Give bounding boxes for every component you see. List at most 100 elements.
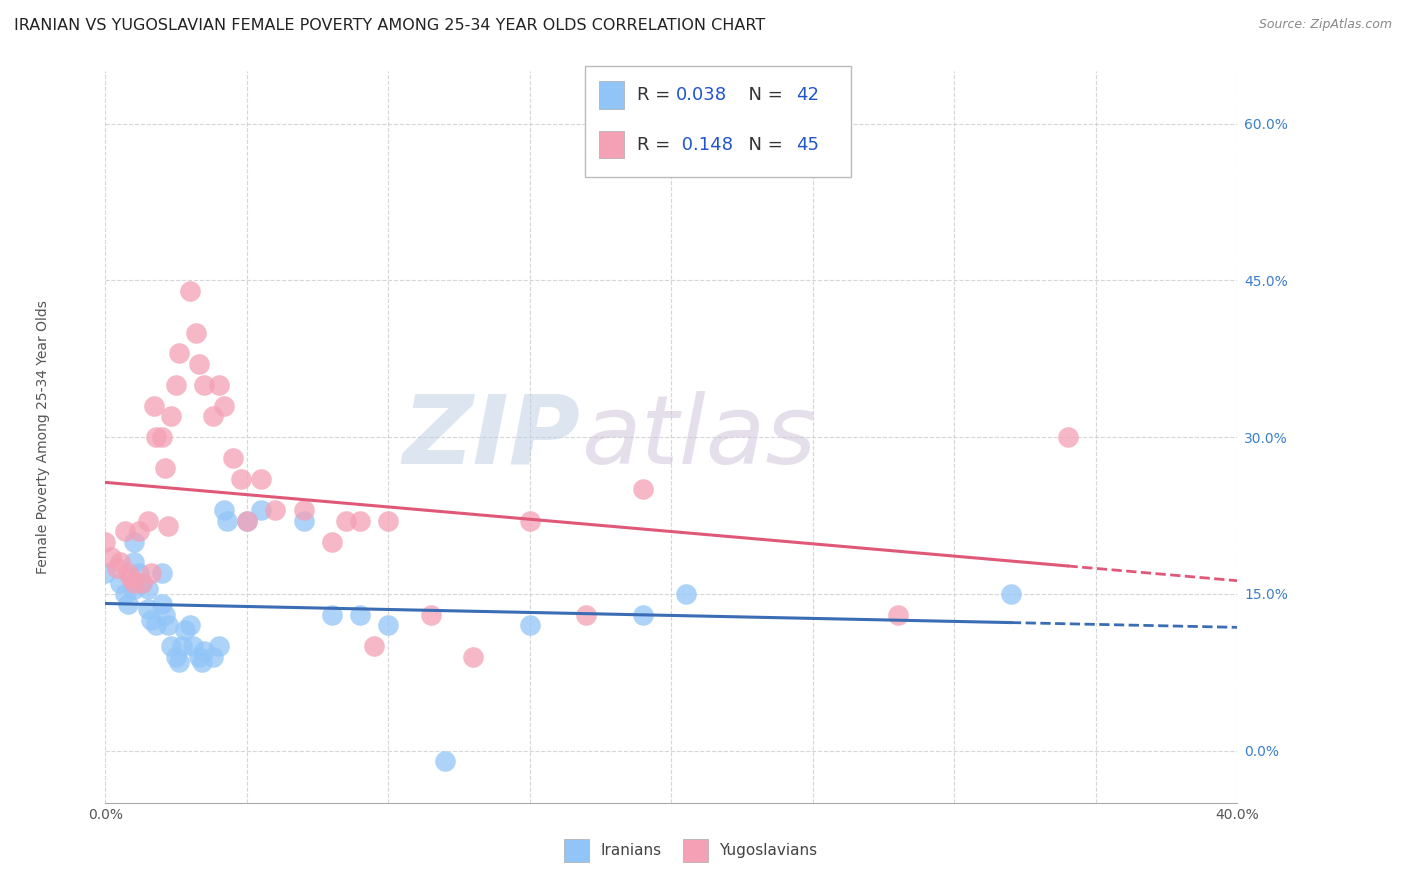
- Text: IRANIAN VS YUGOSLAVIAN FEMALE POVERTY AMONG 25-34 YEAR OLDS CORRELATION CHART: IRANIAN VS YUGOSLAVIAN FEMALE POVERTY AM…: [14, 18, 765, 33]
- Point: [433, 754, 456, 768]
- Point: [145, 430, 167, 444]
- Point: [142, 399, 165, 413]
- Point: [631, 483, 654, 497]
- Text: R =: R =: [637, 136, 676, 153]
- Point: [193, 644, 215, 658]
- Point: [150, 430, 173, 444]
- Point: [321, 534, 343, 549]
- Point: [335, 514, 357, 528]
- Point: [105, 560, 128, 574]
- Point: [201, 649, 224, 664]
- Point: [292, 503, 315, 517]
- Point: [179, 618, 201, 632]
- Point: [231, 472, 253, 486]
- Text: atlas: atlas: [581, 391, 815, 483]
- Point: [159, 639, 181, 653]
- Point: [173, 624, 195, 638]
- Point: [122, 582, 145, 596]
- Point: [264, 503, 287, 517]
- Point: [519, 618, 541, 632]
- Text: Female Poverty Among 25-34 Year Olds: Female Poverty Among 25-34 Year Olds: [37, 300, 51, 574]
- Point: [575, 607, 598, 622]
- Point: [114, 587, 136, 601]
- Point: [184, 326, 207, 340]
- Point: [136, 582, 159, 596]
- Point: [145, 618, 167, 632]
- Point: [193, 377, 215, 392]
- Text: Iranians: Iranians: [600, 843, 661, 858]
- Point: [128, 566, 150, 580]
- Point: [349, 607, 371, 622]
- Point: [150, 597, 173, 611]
- Point: [187, 357, 209, 371]
- Text: R =: R =: [637, 86, 676, 103]
- Point: [94, 534, 117, 549]
- Point: [153, 461, 176, 475]
- Point: [167, 655, 190, 669]
- Point: [1000, 587, 1022, 601]
- Point: [139, 566, 162, 580]
- Point: [236, 514, 259, 528]
- Point: [214, 399, 236, 413]
- Point: [208, 639, 231, 653]
- Point: [292, 514, 315, 528]
- Point: [108, 576, 131, 591]
- Point: [120, 571, 142, 585]
- Point: [136, 602, 159, 616]
- Bar: [599, 81, 624, 109]
- Text: 45: 45: [796, 136, 818, 153]
- Text: 42: 42: [796, 86, 818, 103]
- Point: [165, 377, 187, 392]
- Point: [179, 284, 201, 298]
- Point: [181, 639, 204, 653]
- Point: [217, 514, 239, 528]
- Text: N =: N =: [737, 136, 789, 153]
- Point: [153, 607, 176, 622]
- Point: [159, 409, 181, 424]
- Point: [139, 613, 162, 627]
- Point: [349, 514, 371, 528]
- Point: [187, 649, 209, 664]
- Point: [117, 597, 139, 611]
- Point: [165, 649, 187, 664]
- Point: [128, 524, 150, 538]
- Point: [114, 524, 136, 538]
- Point: [377, 618, 399, 632]
- Point: [887, 607, 910, 622]
- Point: [122, 556, 145, 570]
- Bar: [599, 130, 624, 159]
- Text: Yugoslavians: Yugoslavians: [718, 843, 817, 858]
- Bar: [683, 838, 707, 862]
- Point: [131, 576, 153, 591]
- Point: [631, 607, 654, 622]
- Point: [321, 607, 343, 622]
- Point: [208, 377, 231, 392]
- Point: [136, 514, 159, 528]
- Text: N =: N =: [737, 86, 789, 103]
- Point: [100, 550, 122, 565]
- Point: [94, 566, 117, 580]
- Point: [222, 450, 245, 465]
- Point: [131, 576, 153, 591]
- Point: [250, 472, 273, 486]
- Point: [1056, 430, 1078, 444]
- Point: [156, 618, 179, 632]
- Point: [214, 503, 236, 517]
- Point: [190, 655, 212, 669]
- Point: [122, 576, 145, 591]
- Point: [463, 649, 485, 664]
- Point: [519, 514, 541, 528]
- Point: [150, 566, 173, 580]
- Point: [377, 514, 399, 528]
- Point: [201, 409, 224, 424]
- Point: [122, 534, 145, 549]
- Point: [419, 607, 441, 622]
- Point: [675, 587, 697, 601]
- Text: Source: ZipAtlas.com: Source: ZipAtlas.com: [1258, 18, 1392, 31]
- Point: [363, 639, 385, 653]
- Point: [236, 514, 259, 528]
- Point: [167, 346, 190, 360]
- Point: [156, 519, 179, 533]
- Text: ZIP: ZIP: [404, 391, 581, 483]
- Point: [117, 566, 139, 580]
